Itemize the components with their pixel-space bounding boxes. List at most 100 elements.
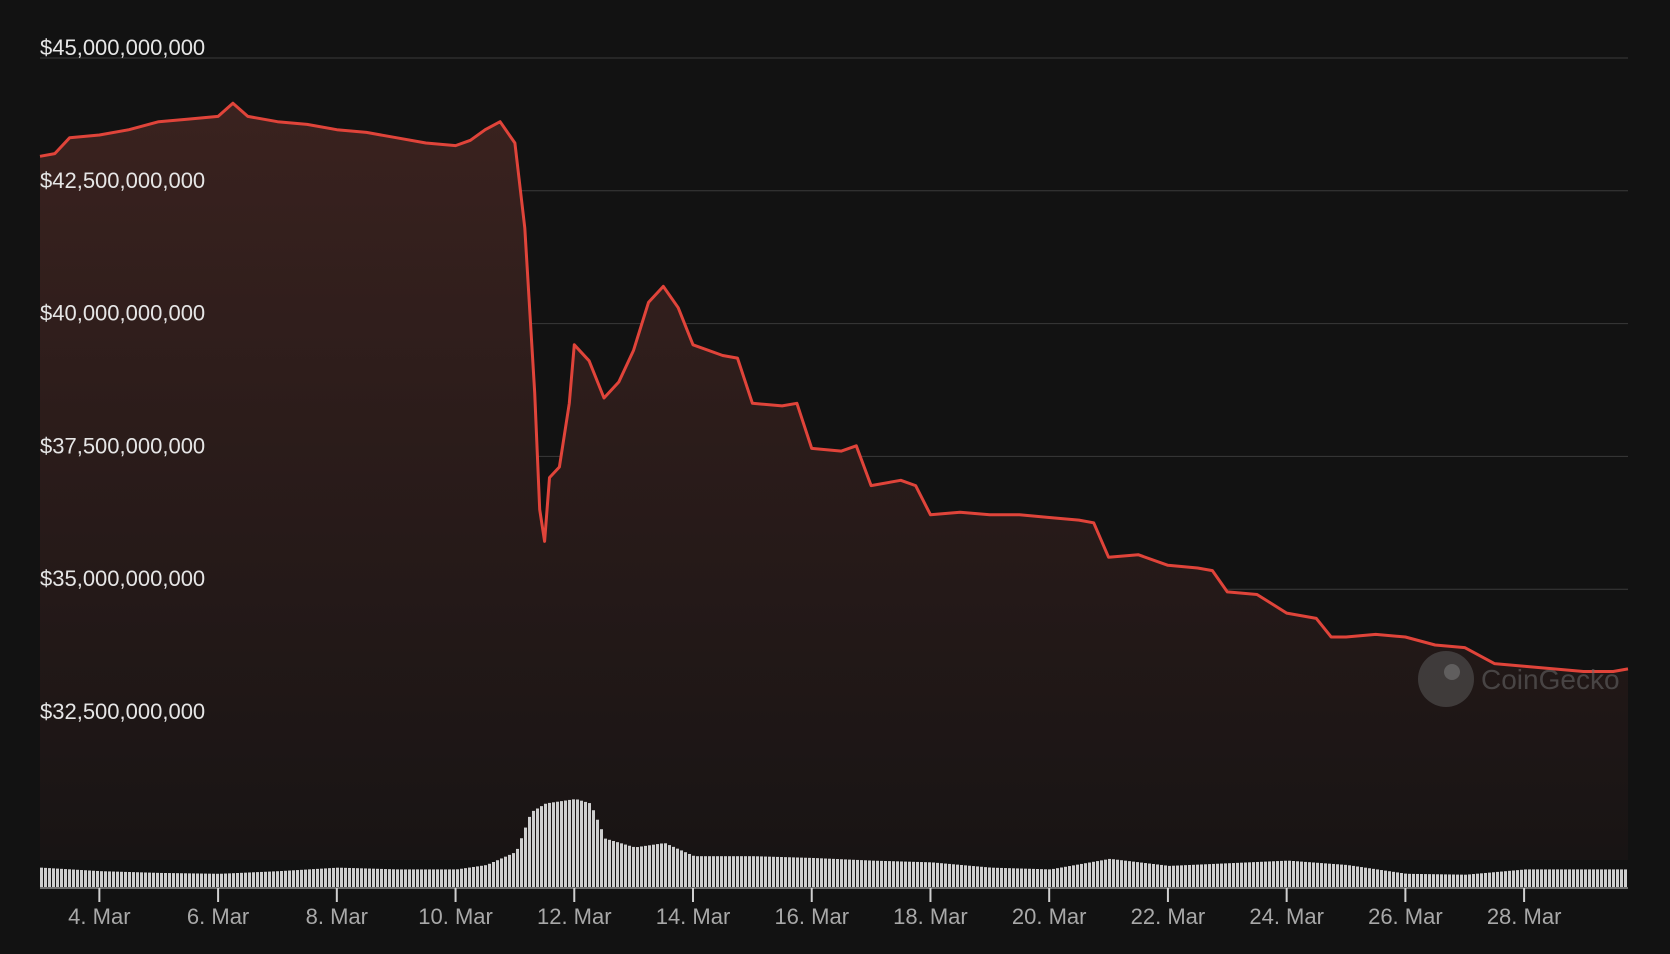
volume-bar [516, 848, 519, 887]
volume-bar [432, 869, 435, 887]
coingecko-watermark: CoinGecko [1418, 651, 1620, 707]
volume-bar [636, 847, 639, 887]
volume-bar [1076, 864, 1079, 887]
volume-bar [1016, 868, 1019, 887]
volume-bar [1424, 874, 1427, 887]
volume-bar [148, 872, 151, 887]
x-tick-label: 28. Mar [1487, 904, 1562, 929]
volume-bar [1528, 869, 1531, 887]
volume-bar [1624, 869, 1627, 887]
volume-bar [800, 857, 803, 887]
volume-bar [1504, 871, 1507, 887]
volume-bar [1584, 869, 1587, 887]
volume-bar [788, 857, 791, 887]
volume-bar [220, 873, 223, 887]
volume-bar [1144, 863, 1147, 887]
volume-bar [1564, 869, 1567, 887]
volume-bar [1156, 864, 1159, 887]
volume-bar [224, 873, 227, 887]
volume-bar [328, 868, 331, 887]
volume-bar [320, 868, 323, 887]
volume-bar [1128, 861, 1131, 887]
volume-bar [124, 871, 127, 887]
volume-bar [100, 871, 103, 887]
volume-bar [1116, 859, 1119, 887]
volume-bar [92, 870, 95, 887]
volume-bar [936, 862, 939, 887]
volume-bar [1376, 869, 1379, 887]
volume-bar [436, 869, 439, 887]
volume-bar [904, 861, 907, 887]
volume-bar [1320, 863, 1323, 887]
volume-bar [280, 871, 283, 887]
volume-bar [1188, 864, 1191, 887]
volume-bar [1236, 862, 1239, 887]
volume-bar [1492, 872, 1495, 887]
volume-bar [980, 866, 983, 887]
volume-bar [1604, 869, 1607, 887]
y-tick-label: $37,500,000,000 [40, 433, 205, 458]
volume-bar [156, 872, 159, 887]
volume-bar [244, 872, 247, 887]
volume-bar [1140, 862, 1143, 887]
volume-bar [172, 873, 175, 887]
volume-bar [312, 869, 315, 887]
x-tick-label: 22. Mar [1131, 904, 1206, 929]
volume-bar [652, 844, 655, 887]
volume-bar [740, 856, 743, 887]
volume-bar [848, 859, 851, 887]
volume-bar [1308, 862, 1311, 887]
volume-bar [560, 801, 563, 887]
volume-bar [180, 873, 183, 887]
volume-bar [1108, 858, 1111, 887]
gecko-eye-icon [1444, 664, 1460, 680]
volume-bar [488, 863, 491, 887]
volume-bar [524, 827, 527, 887]
volume-bar [80, 870, 83, 887]
volume-bar [504, 856, 507, 887]
volume-bar [1264, 861, 1267, 887]
volume-bar [1356, 866, 1359, 887]
volume-bar [1404, 873, 1407, 887]
volume-bar [1036, 869, 1039, 887]
volume-bar [48, 868, 51, 887]
volume-bar [68, 869, 71, 887]
volume-bar [1092, 861, 1095, 887]
volume-bar [160, 872, 163, 887]
volume-bar [116, 871, 119, 887]
volume-bar [944, 863, 947, 887]
volume-bar [1008, 868, 1011, 887]
volume-bar [1196, 864, 1199, 887]
coingecko-gecko-icon [1418, 651, 1474, 707]
volume-bar [1532, 869, 1535, 887]
volume-bar [1364, 867, 1367, 887]
volume-bar [1468, 874, 1471, 887]
volume-bar [752, 856, 755, 887]
volume-bar [1480, 873, 1483, 887]
volume-bar [364, 868, 367, 887]
watermark-text: CoinGecko [1481, 664, 1620, 695]
volume-bar [1472, 874, 1475, 887]
volume-bar [592, 810, 595, 887]
volume-bar [688, 853, 691, 887]
volume-bar [956, 864, 959, 887]
volume-bar [864, 860, 867, 887]
volume-bar [844, 859, 847, 887]
volume-bar [1084, 863, 1087, 887]
volume-bar [796, 857, 799, 887]
volume-bar [1600, 869, 1603, 887]
volume-bar [1312, 862, 1315, 887]
volume-bar [1432, 874, 1435, 887]
volume-bar [408, 869, 411, 887]
volume-bar [828, 858, 831, 887]
volume-bar [1100, 860, 1103, 887]
volume-bar [480, 865, 483, 887]
volume-bar [1056, 868, 1059, 887]
volume-bar [836, 859, 839, 887]
volume-bar [1152, 863, 1155, 887]
volume-bar [532, 810, 535, 887]
volume-bar [896, 861, 899, 887]
x-tick-label: 10. Mar [418, 904, 493, 929]
volume-bar [628, 845, 631, 887]
volume-bar [680, 850, 683, 887]
